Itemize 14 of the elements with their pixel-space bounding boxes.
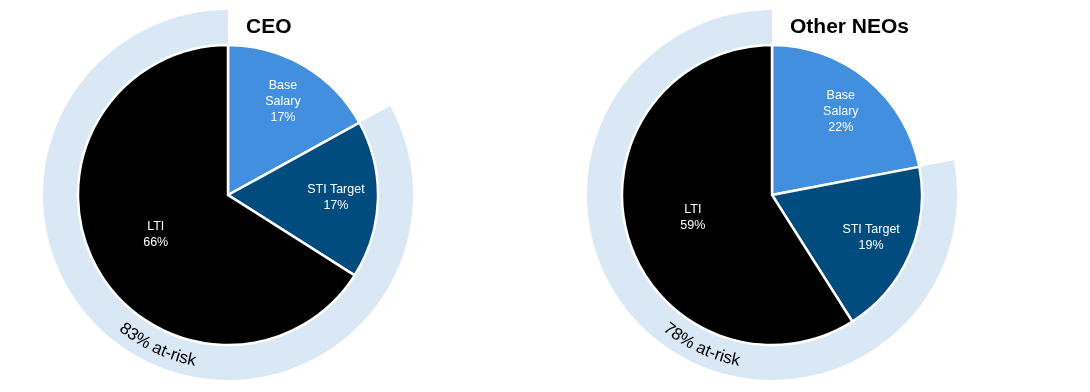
data-label: 17% [270, 110, 296, 125]
data-label: 19% [858, 238, 884, 253]
chart-title: CEO [246, 14, 292, 37]
slice-label: Base Salary [823, 88, 860, 119]
data-label: 59% [680, 218, 706, 233]
slice-label: LTI [684, 202, 702, 217]
slice-label: STI Target [842, 222, 901, 237]
slice-label: STI Target [307, 182, 366, 197]
slice-label: Base Salary [265, 78, 302, 109]
data-label: 17% [323, 198, 349, 213]
data-label: 22% [828, 120, 854, 135]
slice-label: LTI [147, 219, 165, 234]
data-label: 66% [143, 235, 169, 250]
chart-title: Other NEOs [790, 14, 910, 37]
